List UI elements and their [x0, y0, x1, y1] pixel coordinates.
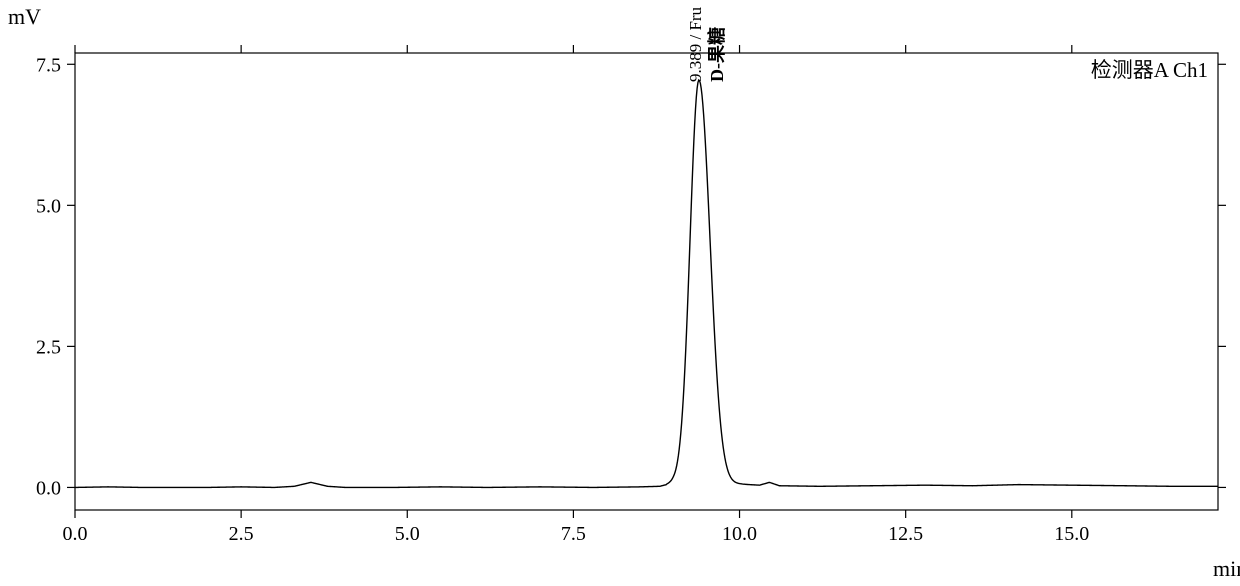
x-tick-label: 2.5	[229, 523, 254, 545]
peak-retention-label: 9.389 / Fru	[686, 6, 705, 82]
y-axis-ticks: 0.0 2.5 5.0 7.5	[36, 54, 1226, 499]
plot-frame	[75, 53, 1218, 510]
x-tick-label: 10.0	[722, 523, 757, 545]
y-axis-unit-label: mV	[8, 4, 41, 29]
y-tick-label: 0.0	[36, 477, 61, 499]
x-tick-label: 5.0	[395, 523, 420, 545]
y-tick-label: 2.5	[36, 336, 61, 358]
chart-svg: 0.0 2.5 5.0 7.5 0.0 2.5 5.0 7.5 10.0 12.5 15.0 mV…	[0, 0, 1240, 586]
x-axis-ticks: 0.0 2.5 5.0 7.5 10.0 12.5 15.0	[63, 45, 1090, 545]
detector-channel-label: 检测器A Ch1	[1091, 58, 1208, 82]
x-axis-unit-label: min	[1213, 556, 1240, 581]
x-tick-label: 15.0	[1054, 523, 1089, 545]
y-tick-label: 7.5	[36, 54, 61, 76]
y-tick-label: 5.0	[36, 195, 61, 217]
x-tick-label: 12.5	[888, 523, 923, 545]
x-tick-label: 7.5	[561, 523, 586, 545]
chromatogram-chart: 0.0 2.5 5.0 7.5 0.0 2.5 5.0 7.5 10.0 12.5 15.0 mV…	[0, 0, 1240, 586]
peak-compound-label: D-果糖	[706, 27, 727, 82]
x-tick-label: 0.0	[63, 523, 88, 545]
chromatogram-trace	[75, 80, 1218, 487]
